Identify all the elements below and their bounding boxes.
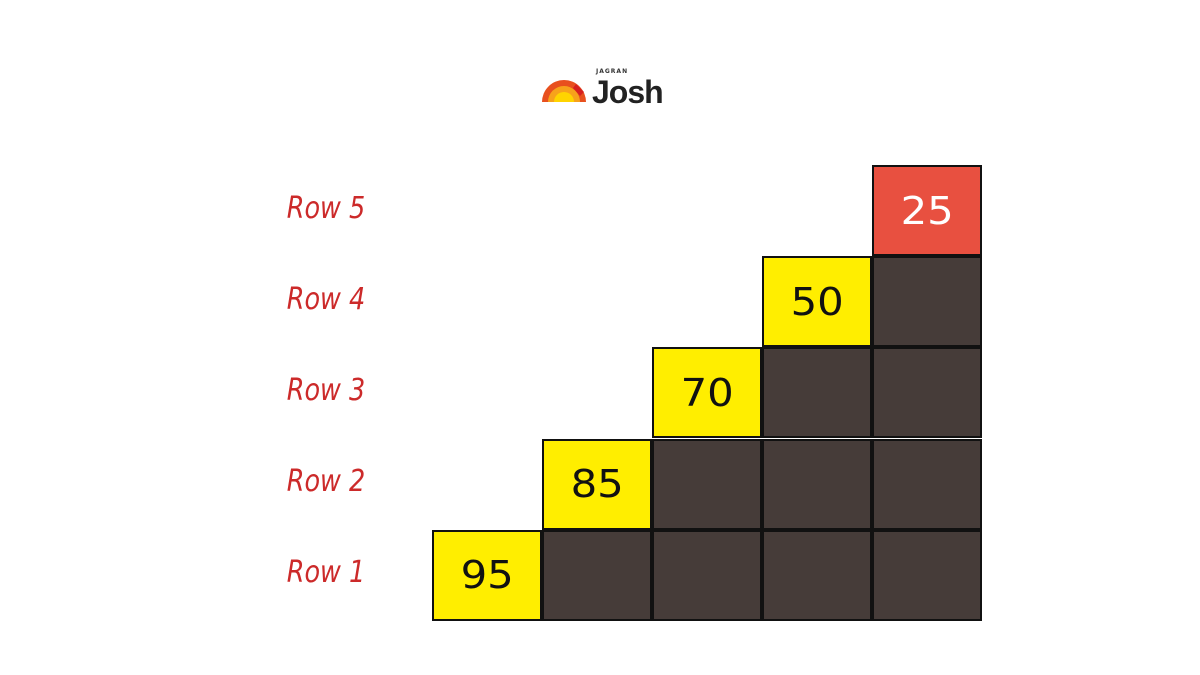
filled-cell: [762, 438, 872, 530]
sun-logo-icon: [540, 78, 588, 102]
row-label: Row 5: [286, 190, 366, 226]
cell-value: 95: [460, 553, 514, 598]
value-cell: 85: [542, 438, 652, 530]
cell-value: 25: [900, 188, 954, 233]
filled-cell: [542, 529, 652, 621]
cell-value: 50: [790, 279, 844, 324]
row-label: Row 3: [286, 373, 366, 408]
filled-cell: [872, 438, 982, 530]
filled-cell: [762, 347, 872, 439]
filled-cell: [872, 256, 982, 348]
row-label: Row 2: [286, 464, 366, 500]
value-cell: 50: [762, 256, 872, 348]
cell-value: 70: [680, 370, 734, 415]
filled-cell: [652, 438, 762, 530]
filled-cell: [762, 529, 872, 621]
value-cell: 25: [872, 165, 982, 256]
value-cell: 70: [652, 347, 762, 439]
row-label: Row 4: [286, 281, 366, 317]
filled-cell: [872, 347, 982, 439]
filled-cell: [652, 529, 762, 621]
value-cell: 95: [432, 529, 542, 621]
filled-cell: [872, 529, 982, 621]
cell-value: 85: [570, 462, 624, 507]
jagran-josh-logo: JAGRAN Josh: [540, 68, 665, 112]
row-label: Row 1: [286, 555, 366, 591]
